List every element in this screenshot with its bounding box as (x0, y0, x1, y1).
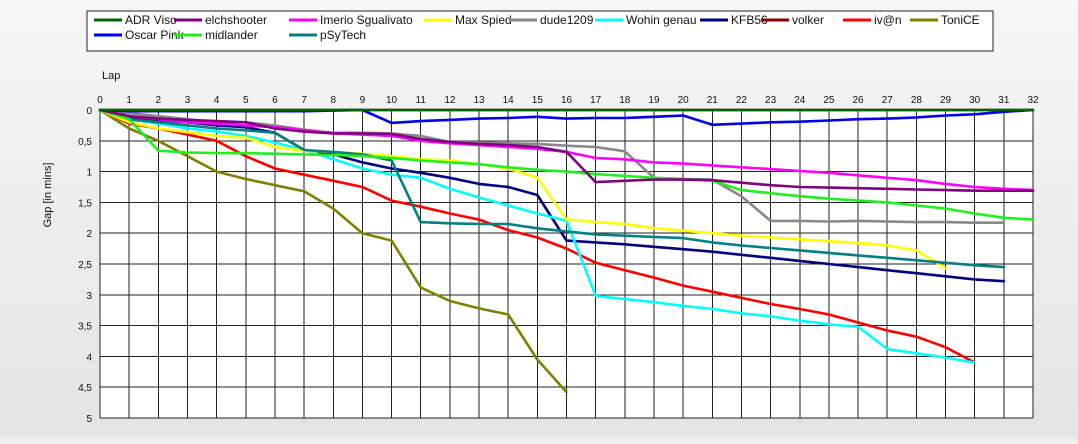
y-tick-label: 0 (86, 106, 92, 117)
x-tick-label: 5 (243, 95, 249, 106)
x-tick-label: 28 (911, 95, 923, 106)
y-axis-title: Gap [in mins] (42, 163, 54, 228)
y-tick-label: 1,5 (78, 198, 92, 209)
x-tick-label: 11 (416, 95, 427, 106)
x-tick-label: 23 (765, 95, 777, 106)
series-line-wohin-genau (98, 108, 977, 364)
legend-label-adr-viso: ADR Viso (125, 13, 177, 27)
series-line-max-spied (98, 108, 947, 270)
series-line-midlander (98, 108, 1035, 221)
y-tick-label: 2,5 (78, 260, 92, 271)
x-tick-label: 25 (823, 95, 835, 106)
y-tick-label: 5 (86, 414, 92, 425)
x-tick-label: 15 (532, 95, 544, 106)
x-tick-label: 24 (794, 95, 806, 106)
x-tick-label: 0 (97, 95, 103, 106)
series-line-psytech (98, 108, 1006, 269)
x-tick-label: 2 (156, 95, 162, 106)
legend: ADR Viso elchshooter Imerio Sgualivato Max … (86, 10, 994, 52)
legend-label-dude1209: dude1209 (540, 13, 594, 27)
x-tick-label: 32 (1027, 95, 1039, 106)
x-tick-label: 3 (185, 95, 191, 106)
y-tick-label: 3 (86, 291, 92, 302)
legend-label-volker: volker (792, 13, 824, 27)
x-tick-label: 18 (619, 95, 631, 106)
legend-label-midlander: midlander (205, 28, 258, 42)
legend-label-tonice: ToniCE (941, 13, 980, 27)
y-tick-label: 1 (86, 168, 92, 179)
x-tick-label: 7 (301, 95, 307, 106)
x-tick-label: 16 (561, 95, 573, 106)
x-tick-label: 4 (214, 95, 220, 106)
legend-label-max-spied: Max Spied (455, 13, 512, 27)
y-tick-label: 3,5 (78, 322, 92, 333)
y-tick-label: 2 (86, 229, 92, 240)
x-tick-label: 31 (998, 95, 1010, 106)
y-tick-label: 4,5 (78, 383, 92, 394)
x-tick-label: 26 (853, 95, 865, 106)
legend-label-kfb56: KFB56 (731, 13, 768, 27)
legend-box (86, 10, 994, 52)
x-tick-label: 17 (590, 95, 602, 106)
x-tick-label: 1 (126, 95, 132, 106)
x-tick-label: 14 (503, 95, 515, 106)
x-tick-label: 8 (330, 95, 336, 106)
x-tick-label: 30 (969, 95, 981, 106)
x-tick-label: 27 (882, 95, 894, 106)
legend-label-iv-n: iv@n (874, 13, 902, 27)
x-tick-label: 9 (360, 95, 366, 106)
x-tick-label: 20 (678, 95, 690, 106)
series-line-elchshooter (98, 108, 1035, 192)
legend-label-elchshooter: elchshooter (205, 13, 267, 27)
x-tick-label: 12 (444, 95, 456, 106)
y-tick-label: 0,5 (78, 137, 92, 148)
plot-area: 0 1 2 3 4 5 6 7 8 9 10 11 12 13 14 15 16 17 18 19 20 21 22 23 24… (78, 95, 1039, 425)
legend-label-wohin-genau: Wohin genau (626, 13, 697, 27)
x-tick-label: 19 (648, 95, 660, 106)
x-tick-label: 22 (736, 95, 748, 106)
legend-label-oscar-pink: Oscar Pink (125, 28, 185, 42)
x-axis-title: Lap (102, 70, 120, 82)
y-tick-label: 4 (86, 352, 92, 363)
x-tick-label: 6 (272, 95, 278, 106)
x-tick-label: 10 (386, 95, 398, 106)
legend-label-psytech: pSyTech (320, 28, 366, 42)
x-tick-label: 21 (707, 95, 719, 106)
x-tick-label: 13 (473, 95, 485, 106)
x-tick-label: 29 (940, 95, 952, 106)
series-line-iv-n (98, 108, 977, 364)
legend-label-imerio-sgualivato: Imerio Sgualivato (320, 13, 413, 27)
